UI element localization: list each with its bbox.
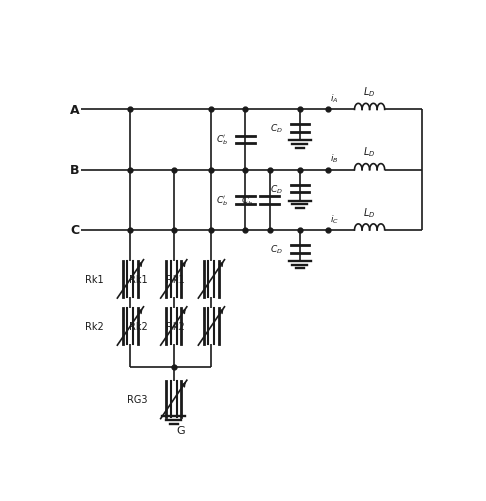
Text: $L_D$: $L_D$ (364, 85, 376, 99)
Text: B: B (70, 164, 80, 177)
Text: $C_b'$: $C_b'$ (216, 133, 228, 147)
Text: $C_D$: $C_D$ (270, 123, 283, 135)
Text: Rk1: Rk1 (166, 275, 185, 284)
Text: $i_C$: $i_C$ (330, 213, 339, 225)
Text: Rk1: Rk1 (86, 275, 104, 284)
Text: Rk2: Rk2 (166, 321, 185, 331)
Text: $i_A$: $i_A$ (330, 92, 338, 105)
Text: Rk2: Rk2 (86, 321, 104, 331)
Text: $C_b'$: $C_b'$ (241, 193, 253, 207)
Text: G: G (177, 425, 185, 435)
Text: C: C (70, 224, 79, 237)
Text: $i_B$: $i_B$ (330, 153, 338, 165)
Text: RG3: RG3 (127, 395, 147, 405)
Text: $L_D$: $L_D$ (364, 205, 376, 219)
Text: $C_D$: $C_D$ (270, 243, 283, 256)
Text: $L_D$: $L_D$ (364, 145, 376, 159)
Text: $C_D$: $C_D$ (270, 183, 283, 195)
Text: $C_b'$: $C_b'$ (216, 193, 228, 207)
Text: A: A (70, 104, 80, 117)
Text: Rk1: Rk1 (129, 275, 147, 284)
Text: Rk2: Rk2 (129, 321, 147, 331)
